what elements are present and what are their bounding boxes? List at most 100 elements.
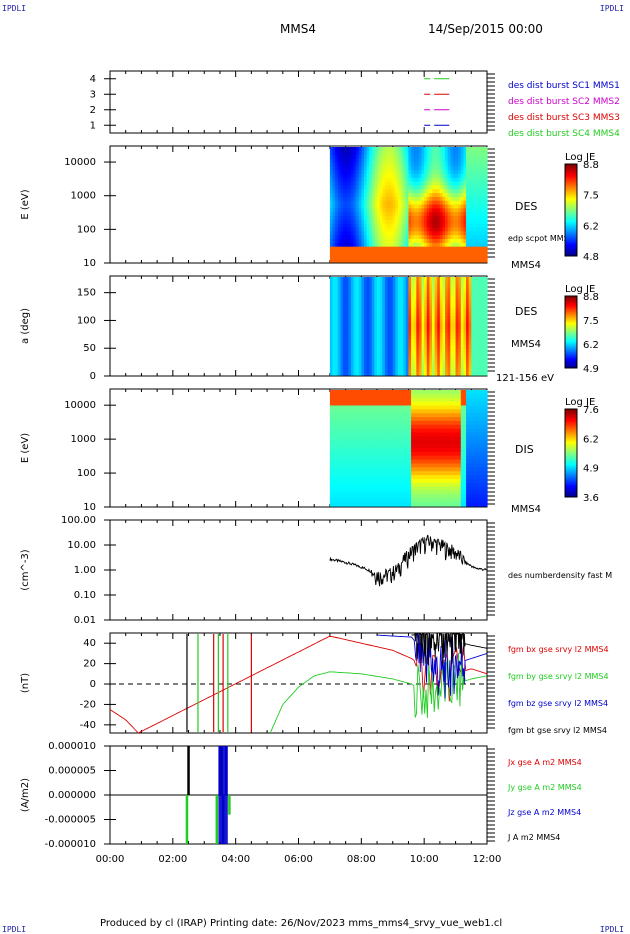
des-pitch-heatmap-cell <box>350 309 355 314</box>
des-pitch-heatmap-cell <box>332 355 336 360</box>
des-pitch-heatmap-cell <box>395 299 399 304</box>
des-energy-heatmap-cell <box>442 147 446 152</box>
des-pitch-heatmap-cell <box>455 345 459 350</box>
des-energy-colorbar-gradient-band <box>565 209 577 211</box>
des-energy-heatmap-cell <box>476 204 480 209</box>
des-pitch-heatmap-cell <box>337 355 341 360</box>
des-pitch-heatmap-cell <box>329 365 334 370</box>
des-pitch-heatmap-cell <box>397 303 402 307</box>
des-pitch-heatmap-cell <box>379 312 383 317</box>
des-pitch-heatmap-cell <box>481 280 485 285</box>
des-pitch-heatmap-cell <box>452 358 457 363</box>
des-energy-heatmap-cell <box>468 242 472 248</box>
dis-energy-heatmap-cell <box>395 417 399 422</box>
des-pitch-heatmap-cell <box>337 329 341 334</box>
des-energy-heatmap-cell <box>348 185 352 190</box>
des-pitch-heatmap-cell <box>416 361 420 366</box>
des-pitch-heatmap-cell <box>371 290 376 294</box>
des-energy-heatmap-cell <box>479 223 483 229</box>
dis-energy-heatmap-cell <box>329 455 334 461</box>
des-energy-heatmap-cell <box>466 181 470 186</box>
des-pitch-heatmap-cell <box>460 283 465 288</box>
des-energy-heatmap-cell <box>450 166 454 171</box>
des-pitch-heatmap-cell <box>337 345 341 350</box>
des-energy-heatmap-cell <box>484 254 488 259</box>
des-energy-heatmap-cell <box>463 208 467 213</box>
des-energy-heatmap-cell <box>353 231 357 236</box>
dis-energy-heatmap-cell <box>358 490 362 495</box>
des-pitch-heatmap-cell <box>481 365 485 370</box>
des-pitch-heatmap-cell <box>468 312 472 317</box>
des-energy-heatmap-cell <box>471 258 475 263</box>
des-energy-heatmap-cell <box>332 258 336 263</box>
des-energy-heatmap-cell <box>450 216 454 221</box>
des-pitch-heatmap-cell <box>337 277 341 281</box>
dis-energy-heatmap-cell <box>329 401 334 407</box>
dis-energy-heatmap-cell <box>345 455 349 461</box>
des-pitch-heatmap-cell <box>379 316 383 321</box>
des-energy-heatmap-cell <box>397 254 402 259</box>
des-energy-heatmap-cell <box>416 196 420 202</box>
des-energy-heatmap-cell <box>476 200 480 206</box>
des-energy-heatmap-cell <box>484 223 488 229</box>
des-pitch-heatmap-cell <box>371 293 376 298</box>
corner-label-top-right: IPDLI <box>599 4 624 13</box>
des-energy-heatmap-cell <box>473 173 478 179</box>
des-pitch-heatmap-cell <box>377 283 381 288</box>
des-energy-heatmap-cell <box>405 158 410 163</box>
des-energy-heatmap-cell <box>400 242 404 248</box>
des-energy-heatmap-cell <box>358 250 362 255</box>
des-energy-heatmap-cell <box>476 173 480 179</box>
dis-energy-heatmap-cell <box>400 463 404 468</box>
des-pitch-heatmap-cell <box>479 290 483 294</box>
des-energy-heatmap-cell <box>455 216 459 221</box>
des-energy-heatmap-cell <box>432 162 436 167</box>
dis-energy-heatmap-cell <box>400 409 404 414</box>
des-pitch-heatmap-cell <box>348 309 352 314</box>
des-energy-heatmap-cell <box>353 235 357 240</box>
des-energy-heatmap-cell <box>468 158 472 163</box>
des-energy-heatmap-cell <box>350 223 355 229</box>
des-energy-heatmap-cell <box>450 154 454 160</box>
des-pitch-heatmap-cell <box>374 277 378 281</box>
des-pitch-heatmap-cell <box>384 329 389 334</box>
des-pitch-heatmap-cell <box>450 306 454 311</box>
des-energy-heatmap-cell <box>452 250 457 255</box>
des-pitch-heatmap-cell <box>384 296 389 301</box>
des-energy-heatmap-cell <box>358 147 362 152</box>
dis-energy-heatmap-cell <box>350 486 355 492</box>
dis-energy-heatmap-cell <box>387 478 391 484</box>
des-energy-heatmap-cell <box>340 216 344 221</box>
des-pitch-heatmap-cell <box>361 322 365 327</box>
des-pitch-heatmap-cell <box>458 348 462 353</box>
des-energy-heatmap-cell <box>400 258 404 263</box>
des-pitch-heatmap-cell <box>426 283 431 288</box>
des-pitch-heatmap-cell <box>353 339 357 343</box>
des-energy-heatmap-cell <box>377 254 381 259</box>
des-energy-heatmap-cell <box>340 200 344 206</box>
des-pitch-heatmap-cell <box>371 309 376 314</box>
dis-energy-heatmap-cell <box>329 459 334 465</box>
des-pitch-heatmap-cell <box>361 309 365 314</box>
des-pitch-heatmap-cell <box>390 329 394 334</box>
dis-energy-heatmap-cell <box>332 451 336 457</box>
des-energy-heatmap-cell <box>369 212 373 217</box>
des-pitch-heatmap-cell <box>439 319 444 324</box>
des-energy-heatmap-cell <box>400 189 404 194</box>
des-pitch-heatmap-cell <box>455 355 459 360</box>
dis-energy-heatmap-cell <box>369 494 373 499</box>
des-pitch-heatmap-cell <box>452 361 457 366</box>
corner-label-bottom-left: IPDLI <box>2 925 27 934</box>
des-pitch-heatmap-cell <box>439 283 444 288</box>
des-energy-heatmap-cell <box>332 242 336 248</box>
des-energy-heatmap-cell <box>377 173 381 179</box>
dis-energy-heatmap-cell <box>384 471 389 476</box>
des-pitch-colorbar-gradient-band <box>565 338 577 340</box>
des-pitch-heatmap-cell <box>473 339 478 343</box>
des-pitch-heatmap-cell <box>374 329 378 334</box>
des-energy-heatmap-cell <box>374 250 378 255</box>
des-pitch-heatmap-cell <box>468 335 472 340</box>
des-pitch-heatmap-cell <box>481 303 485 307</box>
des-energy-heatmap-cell <box>458 177 462 183</box>
des-pitch-heatmap-cell <box>387 290 391 294</box>
